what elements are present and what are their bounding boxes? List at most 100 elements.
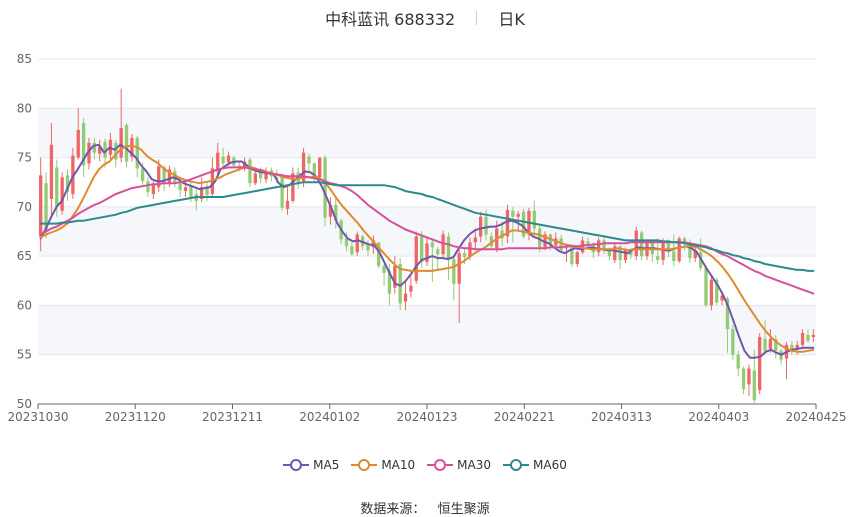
candle-body — [55, 167, 59, 207]
candle-body — [253, 173, 257, 184]
legend-item-ma10[interactable]: MA10 — [351, 458, 415, 472]
y-tick-label: 65 — [17, 249, 32, 263]
candle-body — [597, 240, 601, 253]
grid-band — [38, 59, 816, 109]
x-tick-label: 20240313 — [591, 410, 652, 424]
candle-body — [119, 128, 123, 158]
series-line-ma60 — [39, 181, 815, 272]
series-line-ma10 — [39, 144, 815, 353]
candle-body — [146, 181, 150, 193]
candle-body — [280, 175, 284, 208]
candle-body — [661, 242, 665, 261]
candle-body — [312, 163, 316, 176]
candle-body — [65, 175, 70, 193]
candle-body — [752, 370, 756, 401]
legend-label: MA5 — [313, 458, 340, 472]
candle-body — [350, 246, 354, 255]
candle-body — [114, 142, 118, 160]
x-tick-label: 20240123 — [396, 410, 457, 424]
data-source: 数据来源： 恒生聚源 — [0, 498, 850, 517]
candle-body — [795, 344, 799, 350]
candle-body — [81, 123, 86, 166]
candle-body — [259, 172, 263, 179]
candle-body — [757, 336, 762, 391]
candle-body — [473, 237, 477, 243]
candle-body — [725, 298, 730, 330]
candle-body — [39, 175, 43, 237]
grid-band — [38, 108, 816, 158]
candle-body — [377, 242, 381, 266]
candle-body — [505, 209, 510, 237]
candle-body — [516, 213, 520, 217]
candle-body — [634, 230, 638, 257]
candle-body — [49, 144, 54, 199]
candle-body — [151, 185, 156, 195]
candle-body — [715, 279, 719, 303]
candle-body — [178, 183, 182, 191]
grid-band — [38, 157, 816, 207]
candle-body — [414, 236, 418, 281]
candle-body — [564, 247, 569, 249]
candle-body — [570, 246, 574, 265]
candle-body — [774, 338, 778, 351]
candle-body — [720, 295, 724, 301]
candle-body — [301, 152, 306, 182]
candle-body — [371, 240, 376, 248]
x-tick-label: 20240403 — [688, 410, 749, 424]
candle-body — [382, 266, 386, 273]
candle-body — [709, 279, 714, 306]
candle-body — [693, 250, 697, 259]
chart-title-main: 中科蓝讯 688332 — [325, 10, 456, 29]
candle-body — [199, 187, 204, 199]
candle-body — [747, 368, 751, 385]
candle-body — [124, 125, 129, 162]
candle-body — [318, 157, 322, 178]
grid-band — [38, 305, 816, 355]
candle-body — [98, 146, 102, 154]
candle-body — [586, 241, 590, 246]
x-tick-label: 20231120 — [105, 410, 166, 424]
candle-body — [44, 183, 48, 232]
chart-legend: MA5 MA10 MA30 MA60 — [0, 458, 850, 475]
candle-body — [92, 142, 97, 153]
candle-body — [76, 129, 80, 158]
candle-body — [334, 204, 338, 221]
legend-label: MA10 — [381, 458, 416, 472]
candle-body — [436, 249, 440, 255]
candle-body — [60, 177, 64, 211]
legend-item-ma60[interactable]: MA60 — [503, 458, 567, 472]
candle-body — [629, 250, 633, 256]
candle-body — [425, 243, 429, 263]
candle-body — [189, 185, 193, 197]
candle-body — [500, 230, 504, 239]
candle-body — [157, 166, 161, 188]
candle-body — [511, 210, 515, 217]
title-divider — [476, 11, 478, 25]
candle-body — [452, 259, 456, 284]
candle-body — [462, 253, 467, 258]
candle-body — [87, 142, 91, 164]
candle-body — [521, 211, 526, 237]
candle-body — [543, 234, 547, 248]
legend-item-ma5[interactable]: MA5 — [283, 458, 339, 472]
candle-body — [768, 338, 773, 349]
candle-body — [704, 267, 708, 306]
y-tick-label: 70 — [17, 200, 32, 214]
candle-body — [393, 266, 397, 288]
legend-item-ma30[interactable]: MA30 — [427, 458, 491, 472]
candle-body — [538, 228, 542, 248]
y-tick-label: 55 — [17, 348, 32, 362]
candle-body — [559, 238, 563, 251]
candle-body — [248, 159, 252, 184]
y-tick-label: 75 — [17, 151, 32, 165]
legend-marker — [503, 459, 530, 471]
candle-body — [285, 200, 290, 209]
candle-body — [602, 240, 606, 251]
chart-title-sub: 日K — [498, 10, 525, 29]
candle-body — [103, 141, 107, 158]
x-tick-label: 20231030 — [7, 410, 68, 424]
candle-body — [575, 252, 579, 265]
candle-body — [323, 157, 327, 218]
candle-body — [430, 242, 435, 248]
